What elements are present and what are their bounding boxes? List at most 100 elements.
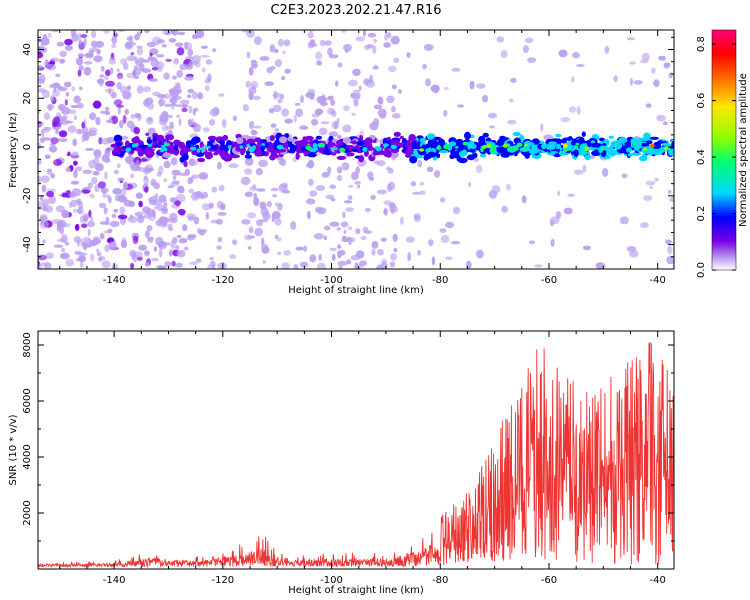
spectrogram-noise-blob bbox=[252, 95, 261, 101]
spectrogram-band-blob bbox=[278, 136, 288, 144]
spectrogram-noise-blob bbox=[348, 184, 354, 188]
spectrogram-noise-blob bbox=[211, 186, 218, 193]
spectrogram-noise-blob bbox=[194, 191, 203, 199]
spectrogram-band-blob bbox=[419, 137, 427, 143]
spectrogram-noise-blob bbox=[244, 168, 253, 175]
spectrogram-band-blob bbox=[114, 147, 120, 152]
spectrogram-noise-blob bbox=[161, 44, 167, 48]
spectrogram-noise-blob bbox=[142, 86, 151, 93]
spectrogram-noise-blob bbox=[144, 30, 150, 33]
spectrogram-noise-blob bbox=[204, 85, 210, 92]
spectrogram-noise-blob bbox=[116, 163, 121, 169]
spectrogram-noise-blob bbox=[78, 65, 84, 71]
spectrogram-noise-blob bbox=[143, 175, 148, 181]
spectrogram-noise-blob bbox=[172, 75, 177, 80]
spectrogram-noise-blob bbox=[123, 62, 129, 71]
spectrogram-noise-blob bbox=[357, 184, 361, 189]
spectrogram-noise-blob bbox=[381, 259, 388, 264]
spectrogram-band-blob bbox=[165, 134, 175, 141]
spectrogram-noise-blob bbox=[378, 98, 384, 105]
spectrogram-noise-blob bbox=[109, 220, 120, 228]
spectrogram-noise-blob bbox=[176, 47, 185, 56]
spectrogram-frame bbox=[37, 29, 675, 270]
spectrogram-noise-blob bbox=[183, 41, 189, 50]
spectrogram-noise-blob bbox=[41, 129, 45, 138]
spectrogram-band-blob bbox=[288, 149, 293, 154]
spectrogram-noise-blob bbox=[319, 39, 326, 47]
spectrogram-noise-blob bbox=[181, 107, 188, 113]
spectrogram-noise-blob bbox=[445, 256, 453, 261]
spectrogram-noise-blob bbox=[274, 202, 279, 207]
spectrogram-noise-blob bbox=[178, 238, 188, 244]
spectrogram-noise-blob bbox=[99, 74, 105, 78]
spectrogram-noise-blob bbox=[274, 48, 279, 54]
spectrogram-noise-blob bbox=[654, 177, 659, 182]
spectrogram-noise-blob bbox=[629, 78, 633, 86]
spectrogram-band-blob bbox=[408, 134, 417, 142]
spectrogram-noise-blob bbox=[261, 243, 269, 252]
spectrogram-noise-blob bbox=[295, 246, 304, 251]
spectrogram-noise-blob bbox=[38, 254, 48, 261]
spectrogram-noise-blob bbox=[95, 40, 104, 48]
spectrogram-noise-blob bbox=[392, 233, 398, 242]
spectrogram-band-blob bbox=[456, 156, 463, 162]
spectrogram-noise-blob bbox=[184, 76, 194, 81]
spectrogram-noise-blob bbox=[188, 60, 199, 66]
spectrogram-noise-blob bbox=[621, 173, 628, 179]
spectrogram-peak-blob bbox=[632, 141, 636, 147]
spectrogram-noise-blob bbox=[246, 51, 251, 59]
spectrogram-noise-blob bbox=[342, 211, 346, 219]
spectrogram-peak-blob bbox=[513, 148, 519, 151]
spectrogram-noise-blob bbox=[358, 85, 362, 91]
spectrogram-noise-blob bbox=[152, 198, 163, 206]
spectrogram-peak-blob bbox=[160, 145, 164, 148]
spectrogram-noise-blob bbox=[369, 74, 373, 84]
y-tick-label: 8000 bbox=[22, 332, 33, 357]
y-tick-label: 40 bbox=[22, 43, 33, 56]
spectrogram-noise-blob bbox=[388, 65, 397, 73]
spectrogram-peak-blob bbox=[160, 148, 165, 153]
spectrogram-noise-blob bbox=[158, 248, 163, 258]
spectrogram-band-blob bbox=[450, 148, 456, 155]
y-tick-label: 0 bbox=[22, 144, 33, 150]
spectrogram-noise-blob bbox=[406, 52, 411, 58]
spectrogram-noise-blob bbox=[232, 239, 238, 246]
spectrogram-noise-blob bbox=[38, 121, 44, 127]
spectrogram-peak-blob bbox=[664, 146, 668, 151]
spectrogram-noise-blob bbox=[169, 212, 178, 222]
spectrogram-band-blob bbox=[439, 150, 449, 154]
spectrogram-noise-blob bbox=[377, 249, 384, 256]
spectrogram-noise-blob bbox=[108, 241, 117, 250]
spectrogram-noise-blob bbox=[473, 157, 480, 162]
spectrogram-noise-blob bbox=[168, 249, 173, 257]
spectrogram-noise-blob bbox=[57, 103, 66, 111]
spectrogram-band-blob bbox=[512, 131, 521, 137]
spectrogram-noise-blob bbox=[372, 45, 377, 54]
spectrogram-noise-blob bbox=[251, 130, 258, 136]
spectrogram-noise-blob bbox=[280, 93, 285, 100]
spectrogram-noise-blob bbox=[57, 86, 68, 92]
spectrogram-noise-blob bbox=[299, 95, 305, 104]
spectrogram-noise-blob bbox=[67, 125, 77, 133]
y-tick-label: -40 bbox=[22, 236, 33, 252]
spectrogram-noise-blob bbox=[369, 122, 379, 131]
x-tick-label: -120 bbox=[211, 275, 234, 286]
spectrogram-band-blob bbox=[219, 139, 225, 146]
spectrogram-noise-blob bbox=[74, 223, 80, 231]
spectrogram-noise-blob bbox=[251, 63, 258, 68]
spectrogram-noise-blob bbox=[329, 184, 337, 189]
spectrogram-noise-blob bbox=[93, 55, 103, 63]
spectrogram-band-blob bbox=[405, 142, 412, 150]
spectrogram-noise-blob bbox=[439, 228, 447, 234]
spectrogram-noise-blob bbox=[452, 206, 461, 215]
y-tick-label: 2000 bbox=[22, 500, 33, 525]
spectrogram-band-blob bbox=[423, 154, 430, 161]
spectrogram-noise-blob bbox=[457, 104, 465, 108]
spectrogram-noise-blob bbox=[426, 166, 434, 173]
spectrogram-noise-blob bbox=[527, 57, 537, 63]
spectrogram-band-blob bbox=[287, 138, 297, 142]
spectrogram-noise-blob bbox=[283, 250, 291, 256]
spectrogram-noise-blob bbox=[175, 42, 184, 47]
spectrogram-noise-blob bbox=[337, 244, 341, 249]
spectrogram-peak-blob bbox=[276, 144, 284, 150]
